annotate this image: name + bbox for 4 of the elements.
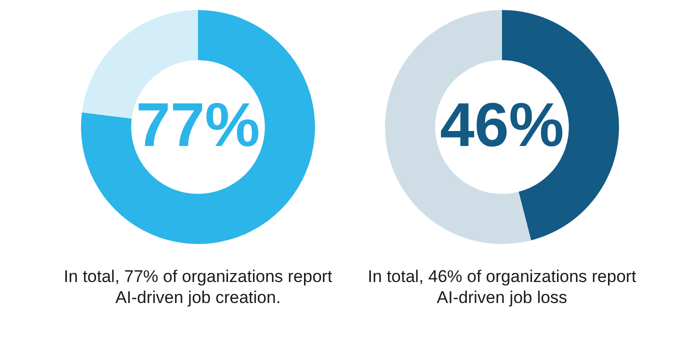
data-label: 46%	[440, 91, 564, 160]
text: In total, 46% of organizations report AI-driven job loss	[366, 266, 638, 308]
text: In total, 77% of organizations report AI-driven job creation.	[62, 266, 334, 308]
data-label: 77%	[136, 91, 260, 160]
